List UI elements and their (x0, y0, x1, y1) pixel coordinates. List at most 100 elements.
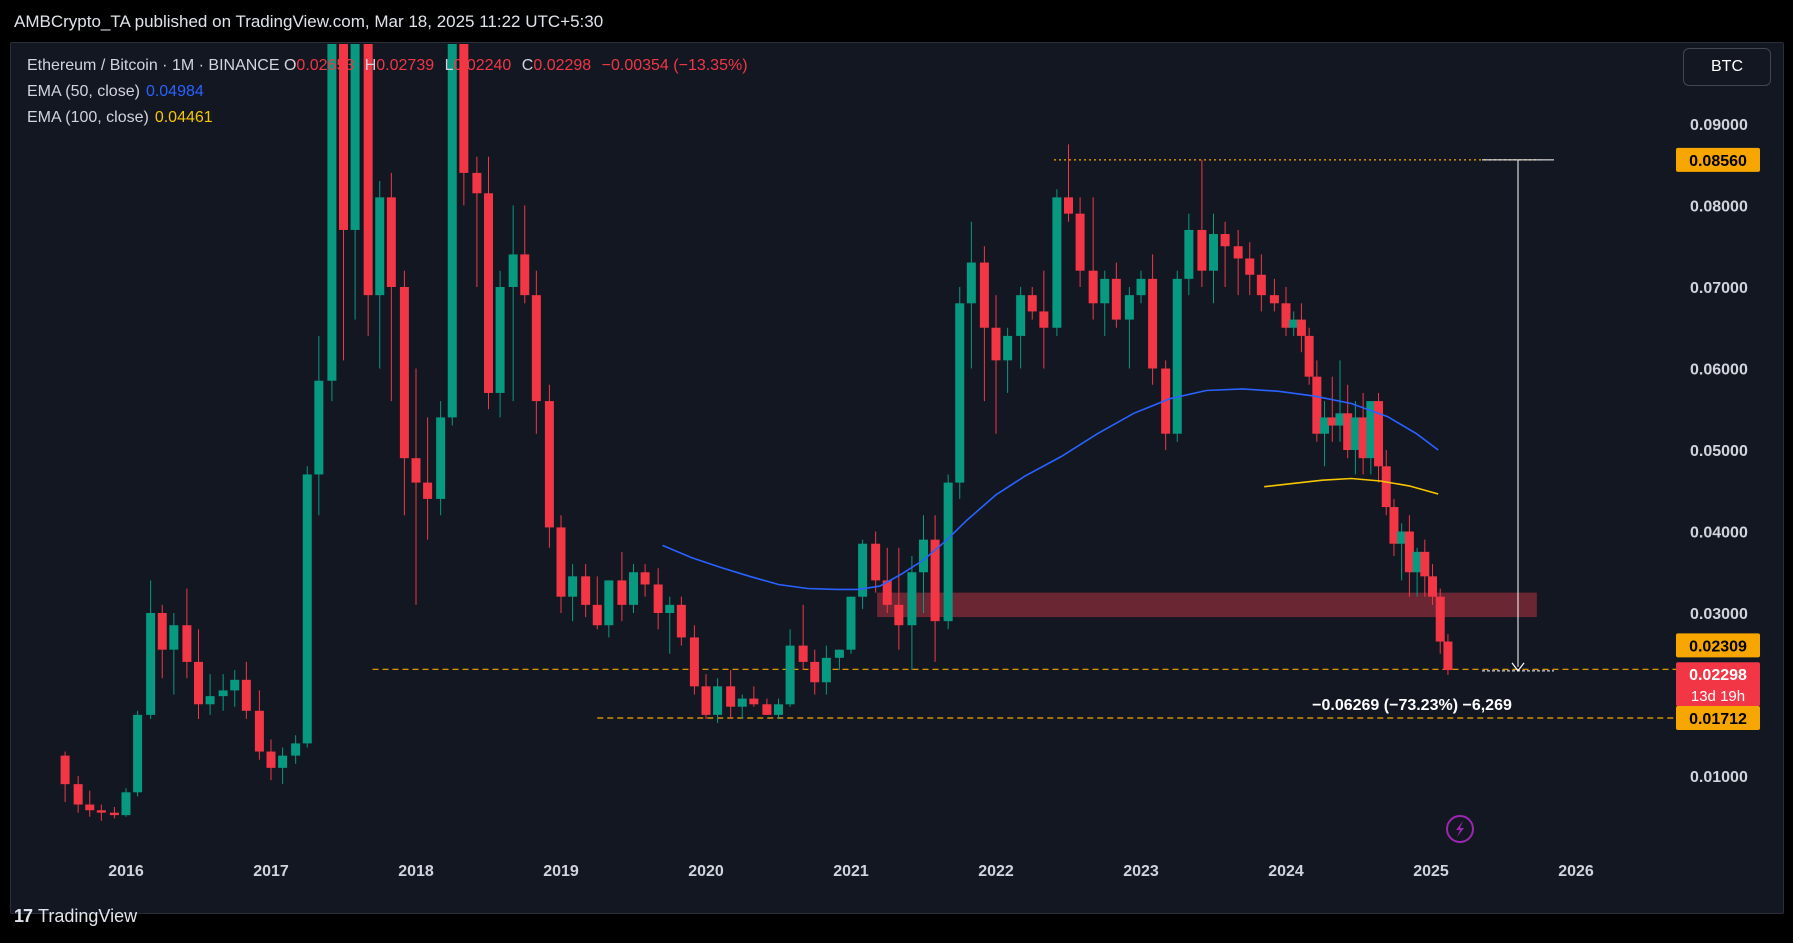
candle-body[interactable] (676, 604, 686, 638)
candle-body[interactable] (109, 812, 119, 816)
candle-body[interactable] (1304, 335, 1314, 377)
candle-body[interactable] (1397, 531, 1407, 544)
candle-body[interactable] (1016, 295, 1026, 336)
candle-body[interactable] (581, 576, 591, 605)
candle-body[interactable] (1003, 335, 1013, 361)
candle-body[interactable] (943, 482, 953, 622)
candle-body[interactable] (871, 543, 881, 581)
candle-body[interactable] (531, 295, 541, 402)
candle-body[interactable] (508, 254, 518, 287)
ema50-line[interactable] (662, 388, 1439, 591)
candle-body[interactable] (194, 661, 203, 705)
candle-body[interactable] (254, 710, 264, 752)
candle-body[interactable] (1136, 278, 1146, 296)
candle-body[interactable] (146, 613, 156, 715)
candle-body[interactable] (375, 197, 385, 296)
candle-body[interactable] (1366, 401, 1376, 459)
candle-body[interactable] (339, 44, 348, 230)
candle-body[interactable] (556, 527, 566, 597)
ema50-row[interactable]: EMA (50, close) 0.04984 (27, 79, 754, 105)
candle-body[interactable] (520, 254, 530, 296)
candle-body[interactable] (241, 679, 251, 711)
candle-body[interactable] (218, 690, 228, 697)
candle-body[interactable] (1256, 274, 1266, 296)
candle-body[interactable] (1088, 270, 1098, 304)
candle-body[interactable] (919, 539, 928, 573)
candle-body[interactable] (689, 637, 699, 687)
candle-body[interactable] (749, 698, 759, 705)
candle-body[interactable] (1381, 466, 1391, 508)
candle-body[interactable] (157, 613, 167, 650)
candle-body[interactable] (1374, 401, 1384, 467)
candle-body[interactable] (955, 303, 965, 483)
candle-body[interactable] (1412, 551, 1422, 573)
candle-body[interactable] (96, 810, 106, 813)
candle-body[interactable] (1327, 417, 1337, 426)
candle-body[interactable] (1289, 319, 1299, 328)
candle-body[interactable] (834, 649, 844, 658)
candle-body[interactable] (1281, 303, 1291, 328)
candle-body[interactable] (423, 482, 433, 499)
candle-body[interactable] (1350, 417, 1360, 450)
candle-body[interactable] (1320, 417, 1330, 434)
candle-body[interactable] (592, 604, 602, 626)
candle-body[interactable] (737, 698, 747, 707)
ema100-line[interactable] (1264, 477, 1439, 495)
candle-body[interactable] (785, 645, 795, 705)
candle-body[interactable] (1245, 258, 1255, 275)
candle-body[interactable] (1064, 197, 1073, 214)
candle-body[interactable] (653, 584, 663, 613)
candle-body[interactable] (459, 44, 469, 173)
candle-body[interactable] (169, 625, 179, 650)
candle-body[interactable] (1296, 319, 1306, 336)
candle-body[interactable] (182, 625, 192, 662)
ema100-row[interactable]: EMA (100, close) 0.04461 (27, 105, 754, 131)
candle-body[interactable] (1335, 413, 1345, 426)
candle-body[interactable] (1358, 417, 1368, 459)
candle-body[interactable] (991, 327, 1001, 361)
candle-body[interactable] (447, 44, 457, 418)
candle-body[interactable] (810, 661, 820, 683)
candle-body[interactable] (629, 572, 638, 605)
candle-body[interactable] (966, 262, 976, 304)
candle-body[interactable] (1172, 278, 1182, 434)
tradingview-logo[interactable]: 17 TradingView (14, 906, 137, 927)
candle-body[interactable] (665, 604, 675, 613)
candle-body[interactable] (1124, 295, 1134, 320)
candle-body[interactable] (907, 572, 917, 626)
candle-body[interactable] (701, 686, 711, 715)
candle-body[interactable] (1027, 295, 1037, 312)
candle-body[interactable] (894, 604, 904, 626)
candle-body[interactable] (1220, 234, 1230, 247)
candle-body[interactable] (350, 44, 360, 230)
candle-body[interactable] (121, 792, 131, 816)
candle-body[interactable] (821, 657, 831, 683)
candle-body[interactable] (60, 755, 70, 785)
candle-body[interactable] (1148, 278, 1158, 369)
candle-body[interactable] (411, 458, 421, 483)
candle-body[interactable] (1111, 278, 1121, 320)
candle-body[interactable] (726, 686, 736, 707)
candle-body[interactable] (399, 287, 409, 459)
candle-body[interactable] (327, 44, 337, 381)
candle-body[interactable] (1343, 413, 1353, 450)
candle-body[interactable] (1389, 507, 1399, 544)
candle-body[interactable] (858, 543, 868, 597)
candle-body[interactable] (617, 580, 627, 605)
lightning-icon[interactable] (1446, 815, 1474, 843)
candle-body[interactable] (979, 262, 989, 328)
candle-body[interactable] (1197, 229, 1207, 271)
candle-body[interactable] (882, 580, 892, 605)
candle-body[interactable] (1404, 531, 1414, 573)
candle-body[interactable] (774, 704, 783, 715)
candle-body[interactable] (713, 686, 723, 715)
candle-body[interactable] (484, 193, 493, 393)
candle-body[interactable] (604, 580, 614, 626)
candle-body[interactable] (1435, 596, 1445, 642)
candle-body[interactable] (230, 679, 240, 691)
candle-body[interactable] (363, 44, 373, 296)
candle-body[interactable] (314, 380, 324, 475)
candle-body[interactable] (1443, 641, 1453, 671)
candle-body[interactable] (85, 804, 95, 811)
